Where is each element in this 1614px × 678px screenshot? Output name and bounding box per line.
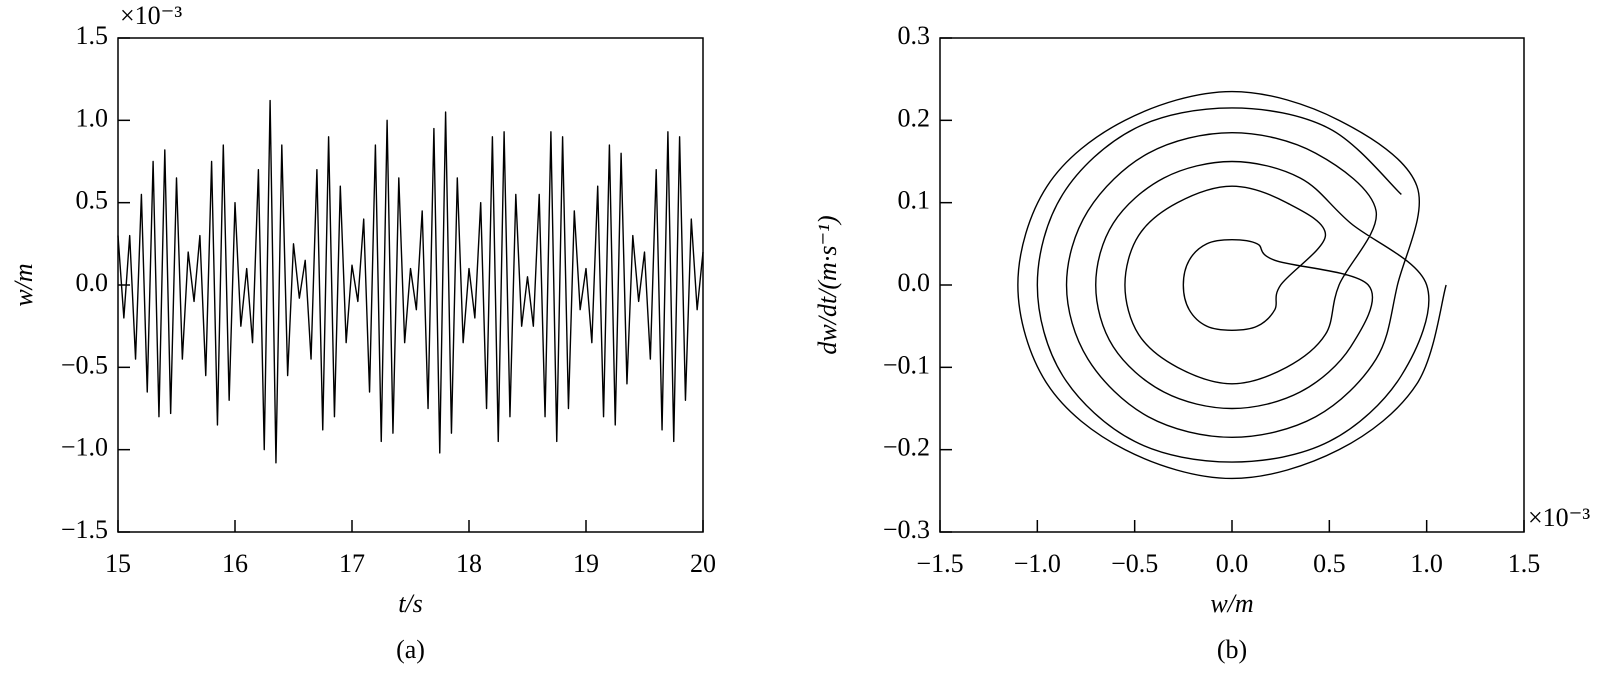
y-axis-label: w/m: [9, 263, 38, 306]
caption: (b): [1217, 635, 1247, 664]
y-tick-label: −0.5: [61, 350, 108, 379]
x-tick-label: 17: [339, 549, 365, 578]
x-tick-label: 15: [105, 549, 131, 578]
y-tick-label: −1.0: [61, 433, 108, 462]
y-axis-label: dw/dt/(m·s⁻¹): [813, 215, 842, 354]
x-tick-label: 20: [690, 549, 716, 578]
x-axis-label: w/m: [1210, 589, 1253, 618]
y-tick-label: 0.1: [898, 186, 931, 215]
y-tick-label: 0.0: [898, 268, 931, 297]
plot-frame: [939, 37, 1525, 533]
y-tick-label: 0.3: [898, 21, 931, 50]
x-multiplier: ×10⁻³: [1528, 503, 1590, 532]
y-tick-label: −0.1: [883, 350, 930, 379]
x-tick-label: 0.5: [1313, 549, 1346, 578]
y-tick-label: 1.0: [76, 103, 109, 132]
x-tick-label: 0.0: [1216, 549, 1249, 578]
x-tick-label: −0.5: [1111, 549, 1158, 578]
x-axis-label: t/s: [398, 589, 423, 618]
x-tick-label: 18: [456, 549, 482, 578]
y-tick-label: −0.2: [883, 433, 930, 462]
y-tick-label: 1.5: [76, 21, 109, 50]
y-multiplier: ×10⁻³: [120, 1, 182, 30]
y-tick-label: −0.3: [883, 515, 930, 544]
plot-frame: [117, 37, 704, 533]
x-tick-label: 1.0: [1410, 549, 1443, 578]
y-tick-label: −1.5: [61, 515, 108, 544]
x-tick-label: 16: [222, 549, 248, 578]
y-tick-label: 0.0: [76, 268, 109, 297]
x-tick-label: 1.5: [1508, 549, 1541, 578]
y-tick-label: 0.5: [76, 186, 109, 215]
x-tick-label: −1.0: [1014, 549, 1061, 578]
caption: (a): [396, 635, 425, 664]
x-tick-label: 19: [573, 549, 599, 578]
x-tick-label: −1.5: [916, 549, 963, 578]
y-tick-label: 0.2: [898, 103, 931, 132]
data-line: [1017, 90, 1447, 480]
data-line: [117, 99, 704, 464]
